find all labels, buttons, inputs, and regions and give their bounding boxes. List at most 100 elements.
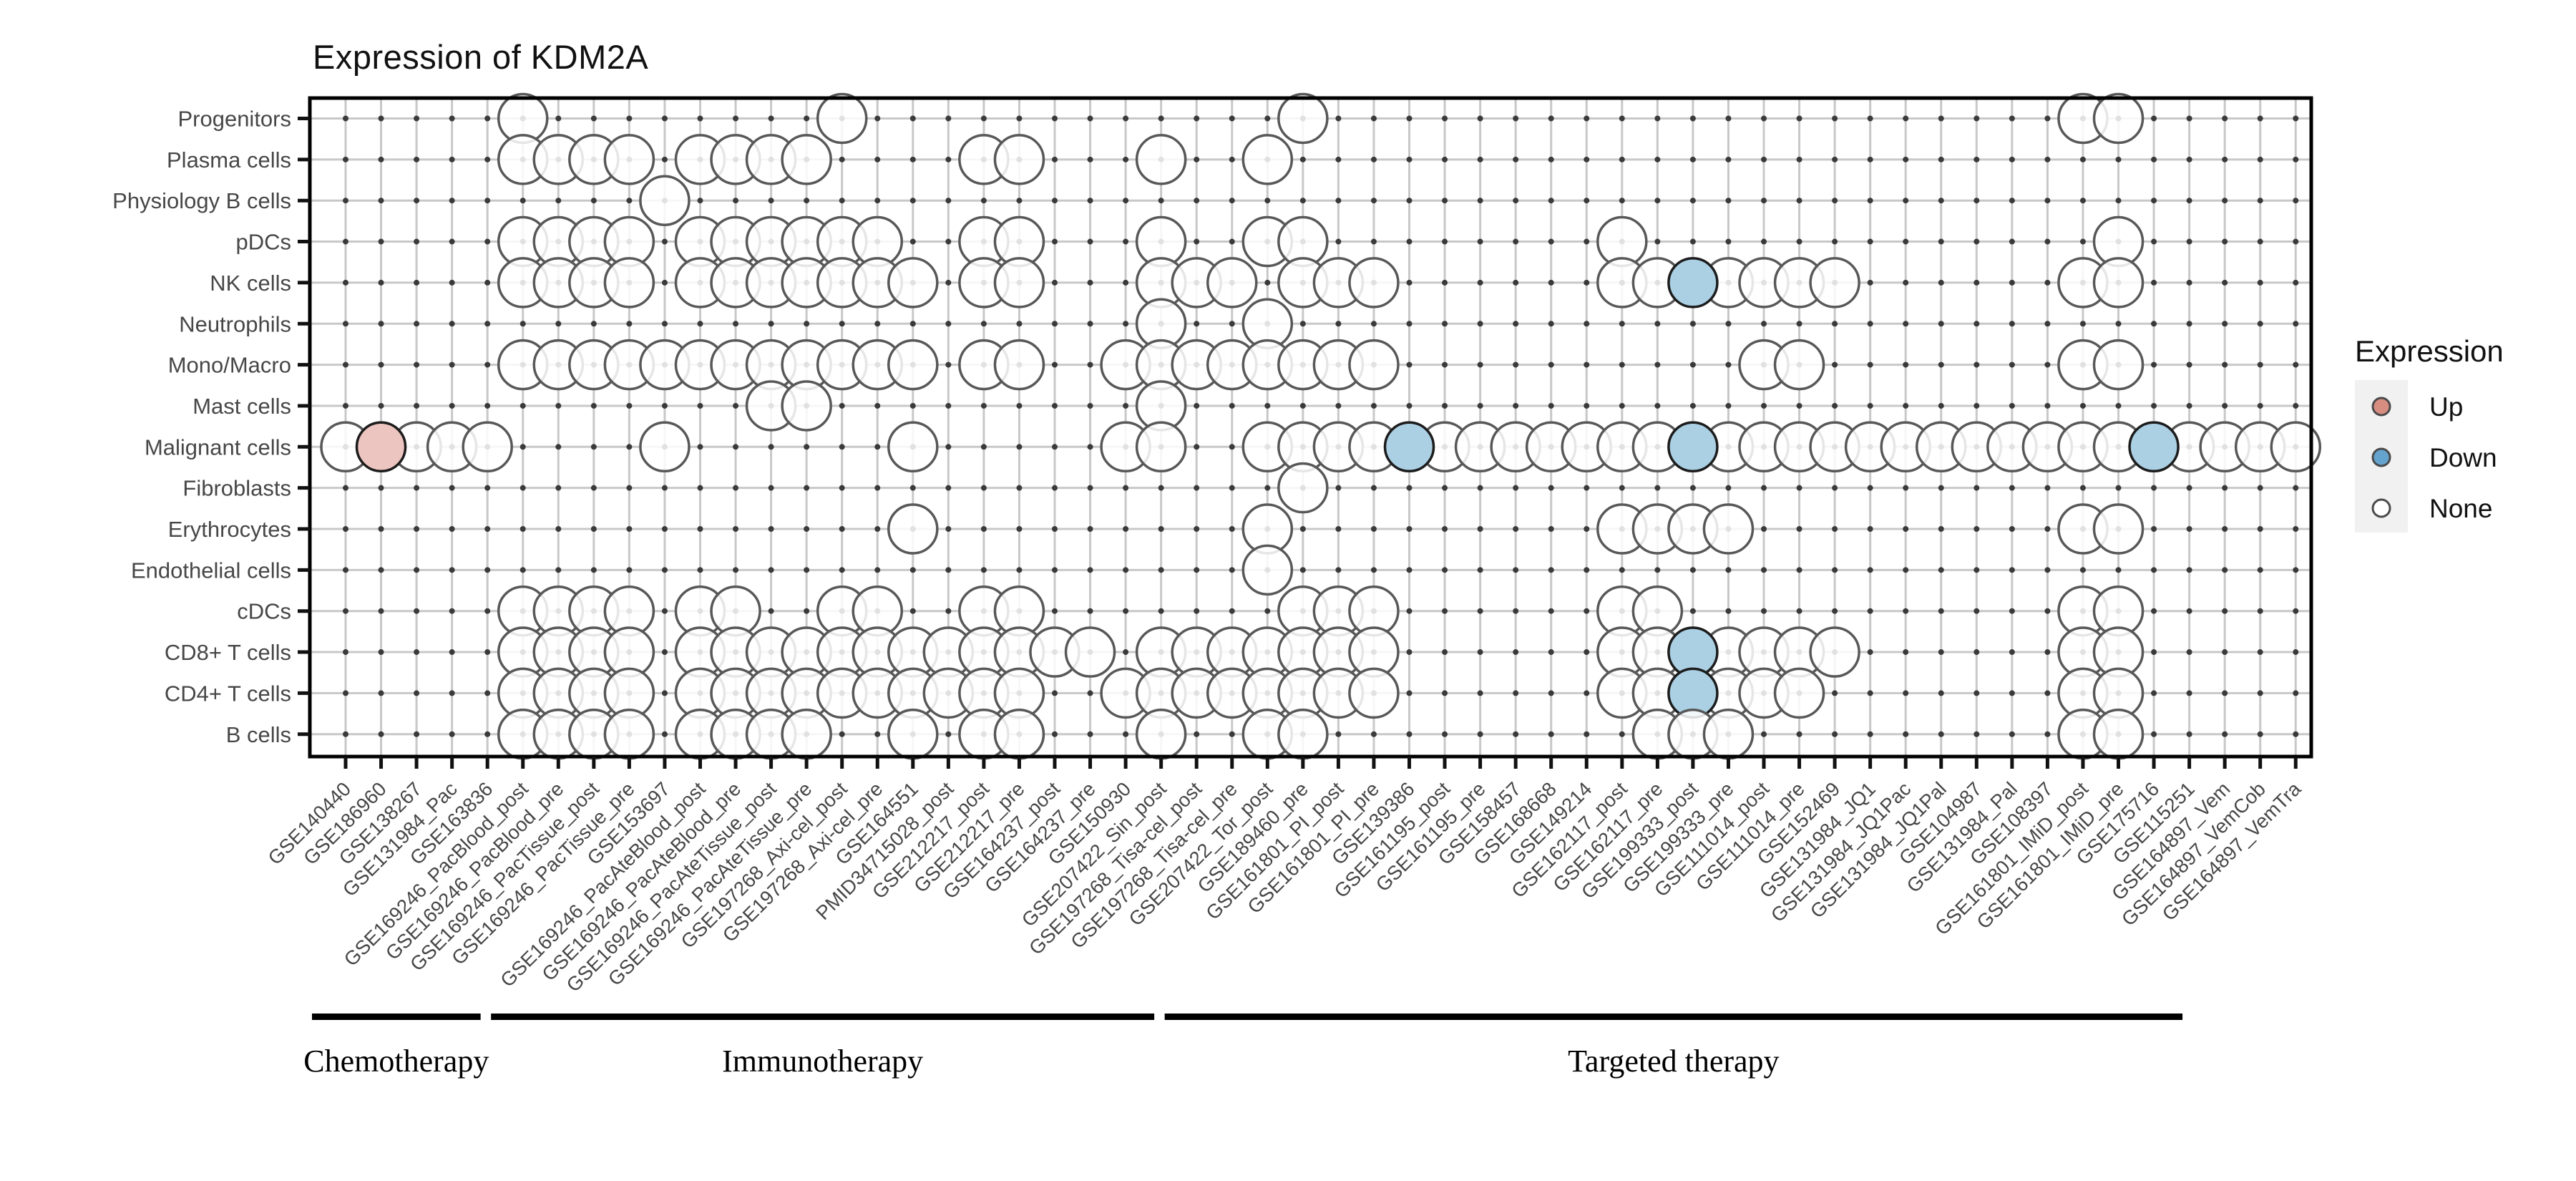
grid-intersection-dot (1903, 279, 1909, 286)
grid-intersection-dot (839, 156, 845, 162)
expression-dot-none (639, 421, 691, 473)
grid-intersection-dot (768, 115, 774, 122)
expression-dot-none (993, 134, 1045, 185)
grid-intersection-dot (1938, 361, 1944, 368)
grid-intersection-dot (1442, 279, 1448, 286)
grid-intersection-dot (1938, 198, 1944, 204)
grid-intersection-dot (1619, 731, 1625, 737)
grid-intersection-dot (980, 567, 987, 573)
expression-dot-none (1348, 257, 1400, 308)
grid-intersection-dot (1442, 526, 1448, 532)
grid-intersection-dot (2186, 238, 2192, 245)
grid-intersection-dot (1832, 402, 1838, 409)
expression-dot-none (1348, 339, 1400, 391)
grid-intersection-dot (1654, 238, 1661, 245)
y-axis-label: Neutrophils (179, 311, 291, 336)
grid-intersection-dot (343, 321, 348, 327)
grid-intersection-dot (1761, 321, 1767, 327)
grid-intersection-dot (1548, 608, 1554, 614)
grid-intersection-dot (1123, 402, 1129, 409)
grid-intersection-dot (1974, 402, 1980, 409)
grid-intersection-dot (378, 402, 384, 409)
grid-intersection-dot (1513, 156, 1519, 162)
grid-intersection-dot (414, 156, 420, 162)
grid-intersection-dot (2257, 731, 2263, 737)
grid-intersection-dot (733, 526, 739, 532)
grid-intersection-dot (1016, 402, 1023, 409)
grid-intersection-dot (2186, 279, 2192, 286)
grid-intersection-dot (1867, 238, 1873, 245)
grid-intersection-dot (343, 485, 348, 491)
grid-intersection-dot (2009, 361, 2015, 368)
grid-intersection-dot (2293, 526, 2299, 532)
grid-intersection-dot (768, 321, 774, 327)
grid-intersection-dot (1087, 444, 1093, 450)
grid-intersection-dot (2293, 402, 2299, 409)
grid-intersection-dot (449, 279, 455, 286)
grid-intersection-dot (414, 567, 420, 573)
grid-intersection-dot (1974, 567, 1980, 573)
grid-intersection-dot (661, 526, 668, 532)
grid-intersection-dot (1903, 731, 1909, 737)
grid-intersection-dot (2293, 608, 2299, 614)
grid-intersection-dot (2222, 279, 2228, 286)
grid-intersection-dot (414, 361, 420, 368)
grid-intersection-dot (1370, 198, 1377, 204)
grid-intersection-dot (1158, 485, 1164, 491)
grid-intersection-dot (1761, 115, 1767, 122)
grid-intersection-dot (1584, 238, 1590, 245)
expression-dot-none (1206, 257, 1258, 308)
legend-dot-up (2371, 397, 2391, 417)
grid-intersection-dot (1832, 198, 1838, 204)
grid-intersection-dot (414, 649, 420, 656)
grid-intersection-dot (1087, 198, 1093, 204)
y-axis-label: NK cells (210, 271, 291, 296)
grid-intersection-dot (2186, 567, 2192, 573)
grid-intersection-dot (1442, 115, 1448, 122)
grid-intersection-dot (343, 156, 348, 162)
grid-intersection-dot (1548, 198, 1554, 204)
grid-intersection-dot (1584, 279, 1590, 286)
grid-intersection-dot (2044, 115, 2051, 122)
grid-intersection-dot (1335, 321, 1342, 327)
grid-intersection-dot (1938, 238, 1944, 245)
grid-intersection-dot (839, 485, 845, 491)
grid-intersection-dot (661, 238, 668, 245)
grid-intersection-dot (1335, 198, 1342, 204)
grid-intersection-dot (874, 485, 881, 491)
grid-intersection-dot (2009, 731, 2015, 737)
grid-intersection-dot (1903, 402, 1909, 409)
grid-intersection-dot (2115, 198, 2122, 204)
grid-intersection-dot (2079, 567, 2086, 573)
grid-intersection-dot (945, 485, 952, 491)
grid-intersection-dot (2044, 731, 2051, 737)
grid-intersection-dot (626, 567, 633, 573)
grid-intersection-dot (519, 526, 526, 532)
grid-intersection-dot (1689, 608, 1696, 614)
grid-intersection-dot (1796, 567, 1802, 573)
grid-intersection-dot (414, 526, 420, 532)
grid-intersection-dot (1513, 526, 1519, 532)
grid-intersection-dot (2186, 198, 2192, 204)
grid-intersection-dot (2009, 238, 2015, 245)
grid-intersection-dot (343, 690, 348, 696)
grid-intersection-dot (519, 567, 526, 573)
grid-intersection-dot (1867, 321, 1873, 327)
grid-intersection-dot (1477, 361, 1483, 368)
grid-intersection-dot (1761, 485, 1767, 491)
expression-dot-none (1348, 667, 1400, 719)
grid-intersection-dot (1513, 649, 1519, 656)
grid-intersection-dot (1123, 649, 1129, 656)
grid-intersection-dot (733, 485, 739, 491)
grid-intersection-dot (1123, 731, 1129, 737)
grid-intersection-dot (2222, 361, 2228, 368)
grid-intersection-dot (1477, 156, 1483, 162)
grid-intersection-dot (1974, 115, 1980, 122)
grid-intersection-dot (1370, 156, 1377, 162)
grid-intersection-dot (414, 238, 420, 245)
grid-intersection-dot (519, 321, 526, 327)
grid-intersection-dot (1299, 567, 1306, 573)
grid-intersection-dot (1903, 361, 1909, 368)
grid-intersection-dot (874, 198, 881, 204)
grid-intersection-dot (697, 485, 703, 491)
